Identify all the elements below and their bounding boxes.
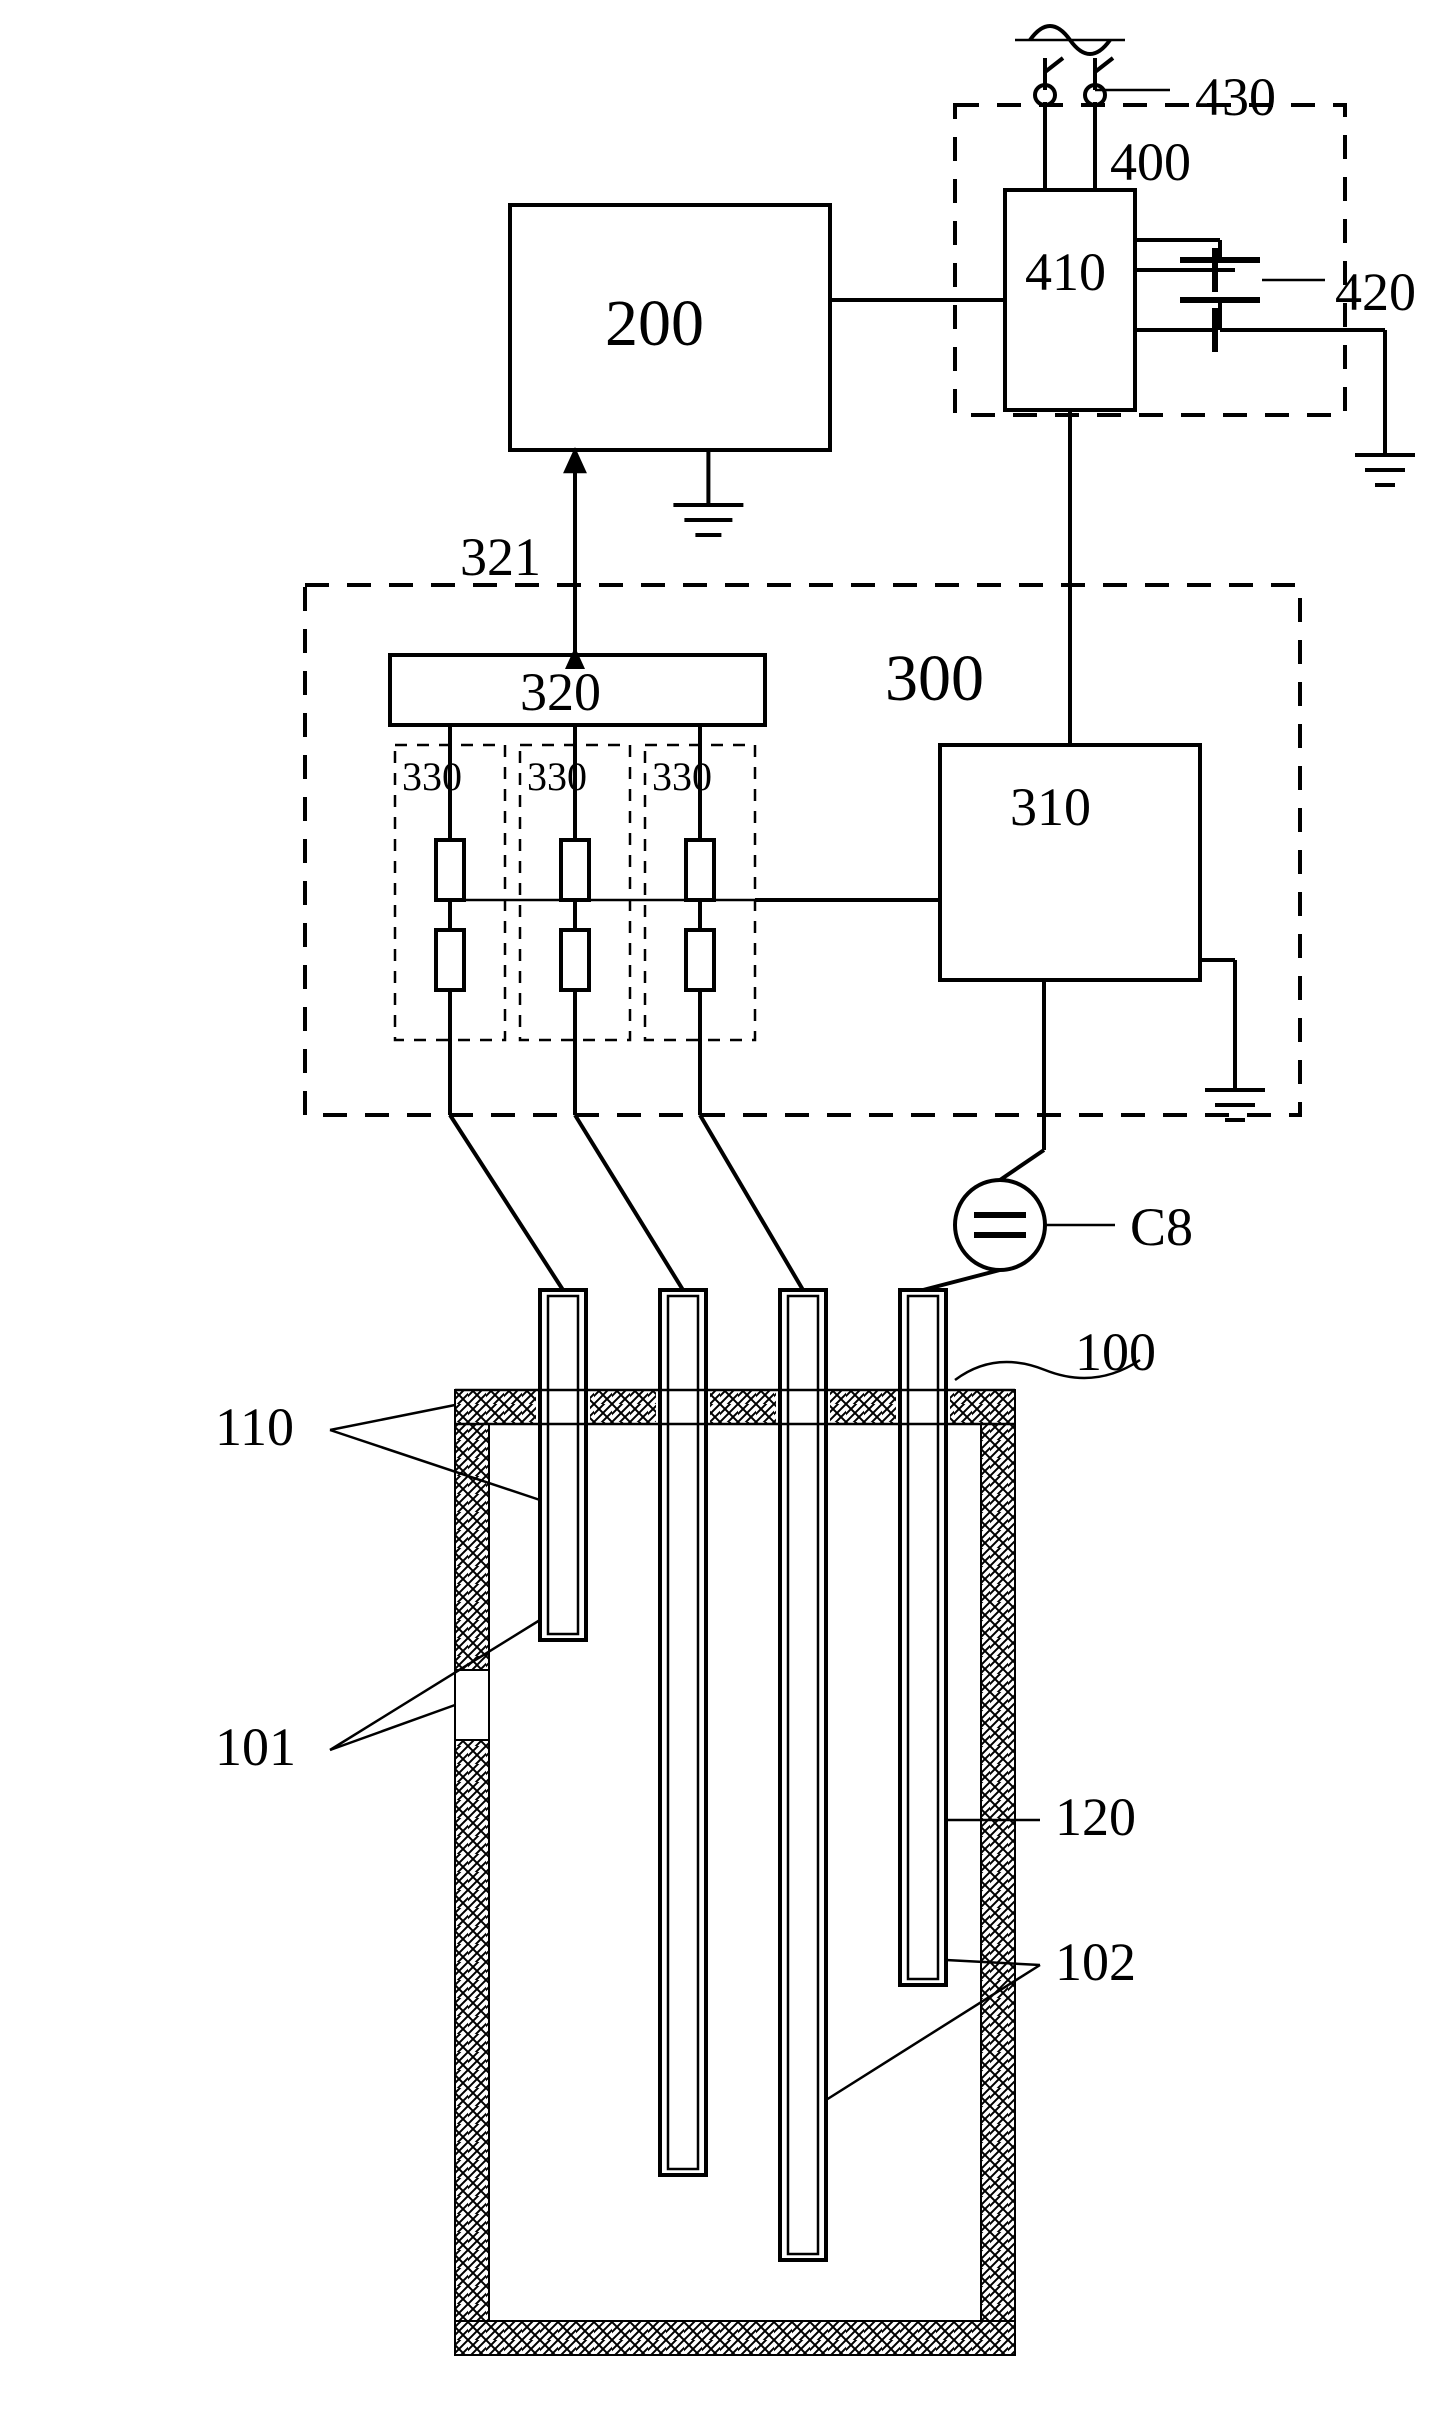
block-300 xyxy=(305,585,1300,1115)
probe-inner xyxy=(668,1296,698,2169)
probe-inner xyxy=(788,1296,818,2254)
svg-text:410: 410 xyxy=(1025,242,1106,302)
svg-text:300: 300 xyxy=(885,642,984,715)
svg-text:330: 330 xyxy=(527,754,587,799)
svg-text:420: 420 xyxy=(1335,262,1416,322)
svg-text:430: 430 xyxy=(1195,67,1276,127)
svg-text:110: 110 xyxy=(215,1397,294,1457)
svg-text:120: 120 xyxy=(1055,1787,1136,1847)
svg-text:400: 400 xyxy=(1110,132,1191,192)
svg-text:101: 101 xyxy=(215,1717,296,1777)
svg-text:320: 320 xyxy=(520,662,601,722)
svg-text:102: 102 xyxy=(1055,1932,1136,1992)
svg-text:C8: C8 xyxy=(1130,1197,1193,1257)
svg-text:100: 100 xyxy=(1075,1322,1156,1382)
probe-inner xyxy=(548,1296,578,1634)
svg-text:200: 200 xyxy=(605,287,704,360)
svg-text:330: 330 xyxy=(652,754,712,799)
svg-text:310: 310 xyxy=(1010,777,1091,837)
svg-text:321: 321 xyxy=(460,527,541,587)
capacitor-c8 xyxy=(955,1180,1045,1270)
svg-text:330: 330 xyxy=(402,754,462,799)
